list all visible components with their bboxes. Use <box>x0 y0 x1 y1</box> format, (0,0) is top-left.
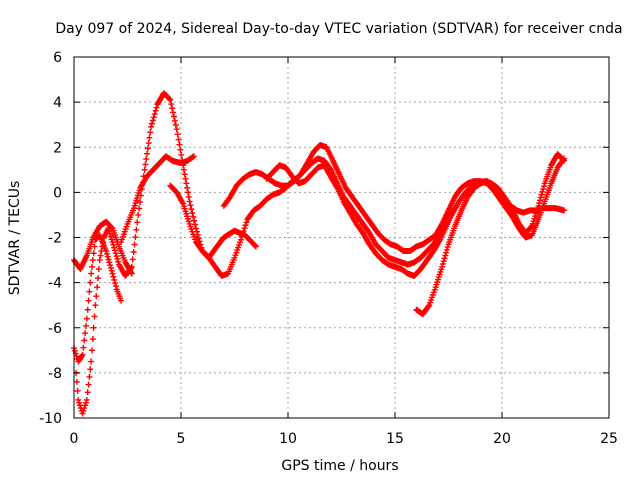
x-tick-label: 25 <box>600 431 618 447</box>
x-axis-label: GPS time / hours <box>281 458 398 474</box>
series-satellite-track-6 <box>220 141 568 255</box>
marker-path <box>73 90 259 417</box>
series-satellite-track-7 <box>263 162 456 279</box>
x-tick-label: 20 <box>493 431 511 447</box>
marker-path <box>118 153 197 246</box>
series-satellite-track-8 <box>413 151 568 318</box>
x-tick-label: 0 <box>70 431 79 447</box>
grid <box>74 57 609 418</box>
y-tick-label: -10 <box>39 411 62 427</box>
y-tick-label: 0 <box>53 185 62 201</box>
y-tick-label: -4 <box>48 276 62 292</box>
y-axis-label: SDTVAR / TECUs <box>7 181 23 296</box>
data-series <box>71 90 568 417</box>
y-tick-label: 2 <box>53 140 62 156</box>
series-satellite-track-3 <box>73 90 259 417</box>
x-tick-label: 15 <box>386 431 404 447</box>
y-tick-label: -2 <box>48 231 62 247</box>
x-tick-label: 10 <box>279 431 297 447</box>
chart-title: Day 097 of 2024, Sidereal Day-to-day VTE… <box>55 21 622 37</box>
axis-ticks: 0 5 10 15 20 25 -10 -8 -6 -4 -2 0 2 4 6 <box>39 50 618 447</box>
y-tick-label: 6 <box>53 50 62 66</box>
series-satellite-track-4 <box>118 153 197 246</box>
y-tick-label: 4 <box>53 95 62 111</box>
x-tick-label: 5 <box>177 431 186 447</box>
y-tick-label: -8 <box>48 366 62 382</box>
y-tick-label: -6 <box>48 321 62 337</box>
